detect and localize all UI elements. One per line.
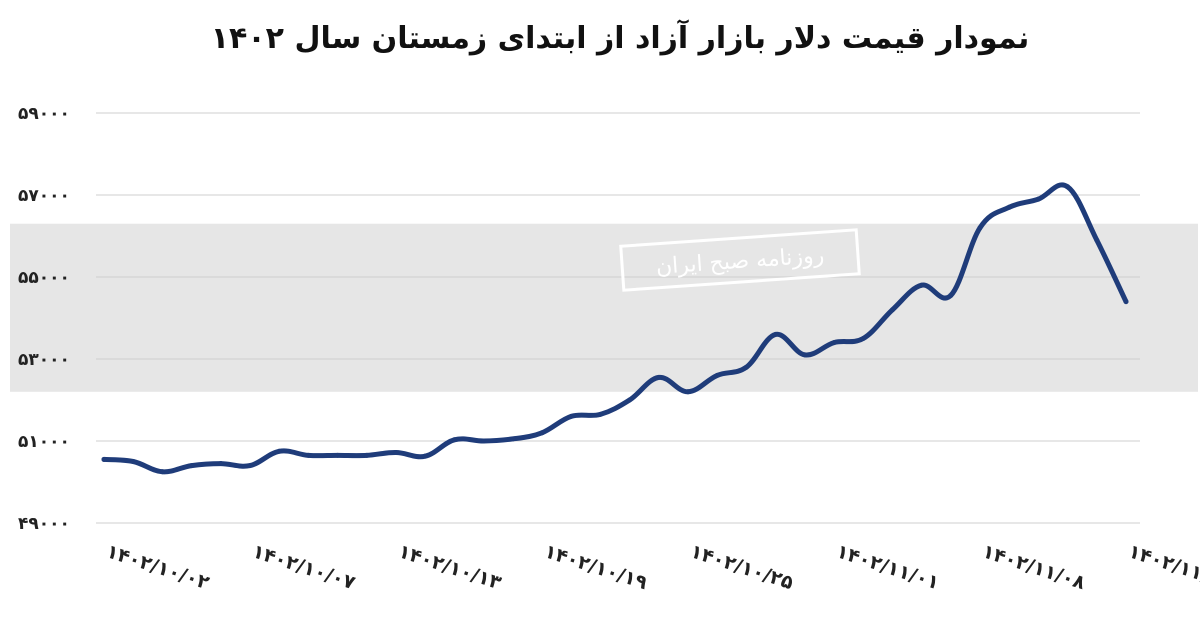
data-point [189, 463, 195, 469]
watermark-box [619, 228, 861, 292]
data-point [831, 340, 837, 346]
data-point [627, 397, 633, 403]
data-point [130, 459, 136, 464]
data-point [247, 463, 253, 469]
y-tick-label: ۴۹۰۰۰ [18, 514, 70, 534]
data-point [422, 453, 428, 459]
data-point [1035, 196, 1041, 202]
data-point [743, 364, 749, 370]
data-point [276, 448, 282, 454]
data-point [919, 282, 925, 288]
data-point [1006, 204, 1012, 210]
data-point [159, 469, 165, 475]
data-point [656, 374, 662, 380]
data-point [1065, 184, 1071, 190]
data-point [685, 389, 691, 395]
data-point [305, 452, 311, 458]
data-point [510, 436, 516, 442]
data-point [568, 413, 574, 419]
data-point [1094, 237, 1100, 243]
highlight-band [10, 223, 1198, 392]
series-layer [101, 182, 1129, 475]
data-point [977, 225, 983, 231]
data-point [889, 307, 895, 313]
data-point [393, 449, 399, 455]
data-point [481, 438, 487, 444]
y-tick-label: ۵۷۰۰۰ [18, 186, 70, 206]
data-point [860, 336, 866, 341]
data-point [335, 452, 341, 458]
data-point [802, 352, 808, 358]
data-point [451, 437, 457, 443]
data-point [714, 372, 720, 378]
y-axis-ticks: ۴۹۰۰۰ ۵۱۰۰۰ ۵۳۰۰۰ ۵۵۰۰۰ ۵۷۰۰۰ ۵۹۰۰۰ [18, 104, 70, 534]
chart-title: نمودار قیمت دلار بازار آزاد از ابتدای زم… [211, 19, 1029, 56]
data-point [948, 292, 954, 298]
y-tick-label: ۵۵۰۰۰ [18, 268, 70, 288]
highlight-band-rect [10, 223, 1198, 392]
y-tick-label: ۵۱۰۰۰ [18, 432, 70, 452]
data-point [539, 430, 545, 436]
gridlines [96, 112, 1140, 524]
data-point [597, 411, 603, 417]
y-tick-label: ۵۳۰۰۰ [18, 350, 70, 370]
data-point [1123, 299, 1129, 305]
y-tick-label: ۵۹۰۰۰ [18, 104, 70, 124]
data-point [218, 461, 224, 467]
data-point [101, 456, 107, 462]
data-point [364, 452, 370, 458]
data-point [773, 331, 779, 337]
